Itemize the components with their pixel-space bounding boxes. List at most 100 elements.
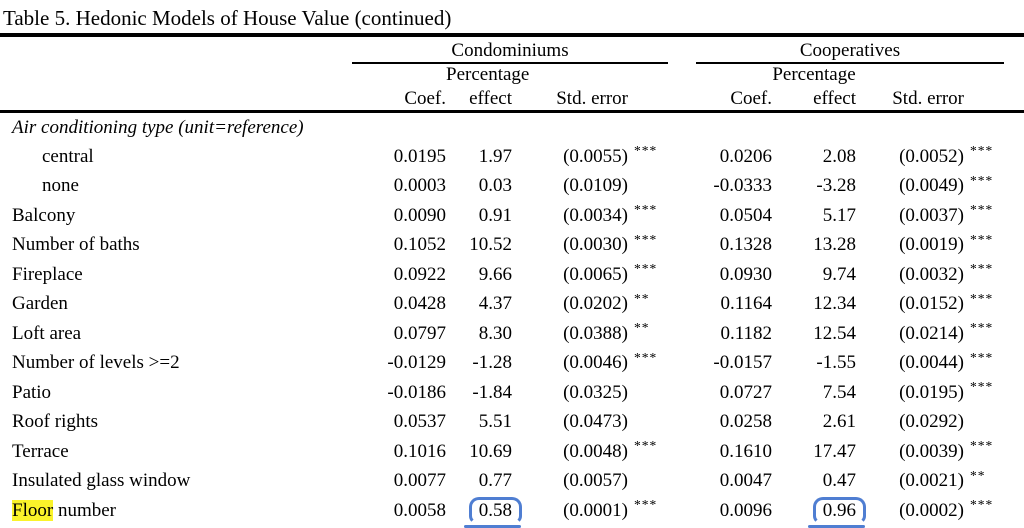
cell-std-error-coop: (0.0019): [899, 234, 964, 256]
cell-std-error-coop: (0.0292): [899, 411, 964, 433]
cell-coef-condo: 0.0058: [393, 499, 446, 521]
cell-std-error-condo: (0.0046): [563, 352, 628, 374]
table-row: Number of baths 0.1052 10.52 (0.0030) *** 0.1…: [0, 231, 1024, 261]
cell-coef-coop: -0.0157: [713, 352, 772, 374]
cell-significance-coop: ***: [970, 261, 994, 276]
header-rule: [0, 110, 1024, 113]
cell-percentage-effect-coop: 17.47: [813, 440, 856, 462]
table-row: Patio -0.0186 -1.84 (0.0325) 0.0727 7.54 (0.01…: [0, 378, 1024, 408]
cell-std-error-condo: (0.0055): [563, 145, 628, 167]
cell-coef-coop: 0.1182: [720, 322, 772, 344]
table-body: central 0.0195 1.97 (0.0055) *** 0.0206 2.08 (0…: [0, 142, 1024, 528]
row-label: Insulated glass window: [0, 470, 352, 492]
cell-std-error-coop: (0.0002): [899, 499, 964, 521]
row-label-text: Number of baths: [12, 234, 140, 256]
cell-significance-condo: [628, 172, 668, 173]
col-header-stderror-condo: Std. error: [556, 88, 628, 109]
cell-std-error-coop: (0.0032): [899, 263, 964, 285]
row-label-text: Roof rights: [12, 411, 99, 433]
cell-coef-coop: -0.0333: [713, 175, 772, 197]
cell-percentage-effect-condo: -1.84: [472, 381, 512, 403]
highlight-mark: Floor: [12, 499, 54, 521]
row-label: Floor number: [0, 499, 352, 522]
cell-significance-condo: ***: [634, 349, 658, 365]
cell-std-error-condo: (0.0388): [563, 322, 628, 344]
annotation-circle: 0.58: [463, 496, 522, 528]
row-label: Number of baths: [0, 234, 352, 256]
cell-percentage-effect-condo: 0.03: [478, 175, 512, 197]
cell-coef-coop: 0.0504: [719, 204, 772, 226]
cell-significance-condo: ***: [634, 261, 658, 276]
table-row: Terrace 0.1016 10.69 (0.0048) *** 0.1610 17.47…: [0, 437, 1024, 467]
cell-significance-coop: [964, 408, 1004, 409]
row-label: Balcony: [0, 205, 352, 227]
row-label-text: central: [42, 145, 94, 167]
cell-coef-condo: 0.0922: [393, 263, 446, 285]
cell-significance-condo: [628, 467, 668, 468]
cell-significance-condo: [628, 408, 668, 409]
cell-std-error-coop: (0.0049): [899, 175, 964, 197]
cell-significance-condo: **: [634, 290, 650, 306]
cell-coef-coop: 0.1164: [720, 293, 772, 315]
cell-std-error-condo: (0.0001): [563, 499, 628, 521]
cell-percentage-effect-coop: 9.74: [822, 263, 856, 285]
percentage-header-row: Percentage Percentage: [0, 64, 1024, 86]
cell-percentage-effect-condo: -1.28: [472, 352, 512, 374]
cell-significance-coop: ***: [970, 290, 994, 306]
table-row: none 0.0003 0.03 (0.0109) -0.0333 -3.28 (0.004…: [0, 172, 1024, 202]
cell-percentage-effect-condo: 8.30: [478, 322, 512, 344]
row-label-text: none: [42, 175, 79, 197]
table-row: Balcony 0.0090 0.91 (0.0034) *** 0.0504 5.17 (0…: [0, 201, 1024, 231]
group-header-row: Condominiums Cooperatives: [0, 37, 1024, 64]
cell-significance-coop: ***: [970, 379, 994, 394]
cell-significance-coop: ***: [970, 320, 994, 335]
cell-percentage-effect-coop: 0.47: [822, 470, 856, 492]
table-row: Garden 0.0428 4.37 (0.0202) ** 0.1164 12.34 (0.…: [0, 290, 1024, 320]
row-label: Terrace: [0, 441, 352, 463]
cell-std-error-coop: (0.0044): [899, 352, 964, 374]
cell-std-error-coop: (0.0037): [899, 204, 964, 226]
row-label: Roof rights: [0, 411, 352, 433]
cell-percentage-effect-coop: -3.28: [816, 175, 856, 197]
cell-percentage-effect-condo: 0.77: [478, 470, 512, 492]
cell-std-error-coop: (0.0052): [899, 145, 964, 167]
cell-coef-condo: 0.0797: [393, 322, 446, 344]
row-label-text: Number of levels >=2: [12, 352, 180, 374]
row-label: Fireplace: [0, 264, 352, 286]
table-row: Roof rights 0.0537 5.51 (0.0473) 0.0258 2.61 (…: [0, 408, 1024, 438]
cell-std-error-coop: (0.0039): [899, 440, 964, 462]
cell-coef-condo: 0.0195: [393, 145, 446, 167]
cell-coef-condo: 0.0003: [393, 175, 446, 197]
group-gap: [668, 40, 696, 64]
cell-percentage-effect-coop: 12.54: [813, 322, 856, 344]
cell-significance-coop: ***: [970, 172, 994, 188]
row-label: none: [0, 175, 352, 197]
cell-coef-condo: -0.0129: [387, 352, 446, 374]
cell-significance-coop: **: [970, 467, 986, 483]
cell-significance-coop: ***: [970, 143, 994, 158]
top-rule: [0, 33, 1024, 37]
table-row: central 0.0195 1.97 (0.0055) *** 0.0206 2.08 (0…: [0, 142, 1024, 172]
cell-significance-condo: ***: [634, 143, 658, 158]
table-row: Number of levels >=2 -0.0129 -1.28 (0.0046)…: [0, 349, 1024, 379]
cell-std-error-condo: (0.0473): [563, 411, 628, 433]
row-label-text: Balcony: [12, 204, 76, 226]
cell-percentage-effect-condo: 9.66: [478, 263, 512, 285]
cell-percentage-effect-condo: 10.69: [469, 440, 512, 462]
row-label: Number of levels >=2: [0, 352, 352, 374]
cell-std-error-coop: (0.0021): [899, 470, 964, 492]
row-label: central: [0, 146, 352, 168]
col-header-coef-condo: Coef.: [404, 88, 446, 109]
cell-coef-condo: 0.0077: [393, 470, 446, 492]
cell-coef-coop: 0.0096: [719, 499, 772, 521]
row-label-text: Patio: [12, 381, 52, 403]
cell-coef-coop: 0.1328: [719, 234, 772, 256]
cell-percentage-effect-condo: 0.58: [446, 496, 522, 528]
cell-percentage-effect-coop: 7.54: [822, 381, 856, 403]
cell-coef-condo: 0.0428: [393, 293, 446, 315]
col-header-percentage-condo: Percentage: [446, 64, 530, 85]
cell-std-error-condo: (0.0030): [563, 234, 628, 256]
row-label-text: Garden: [12, 293, 68, 315]
cell-std-error-coop: (0.0152): [899, 293, 964, 315]
